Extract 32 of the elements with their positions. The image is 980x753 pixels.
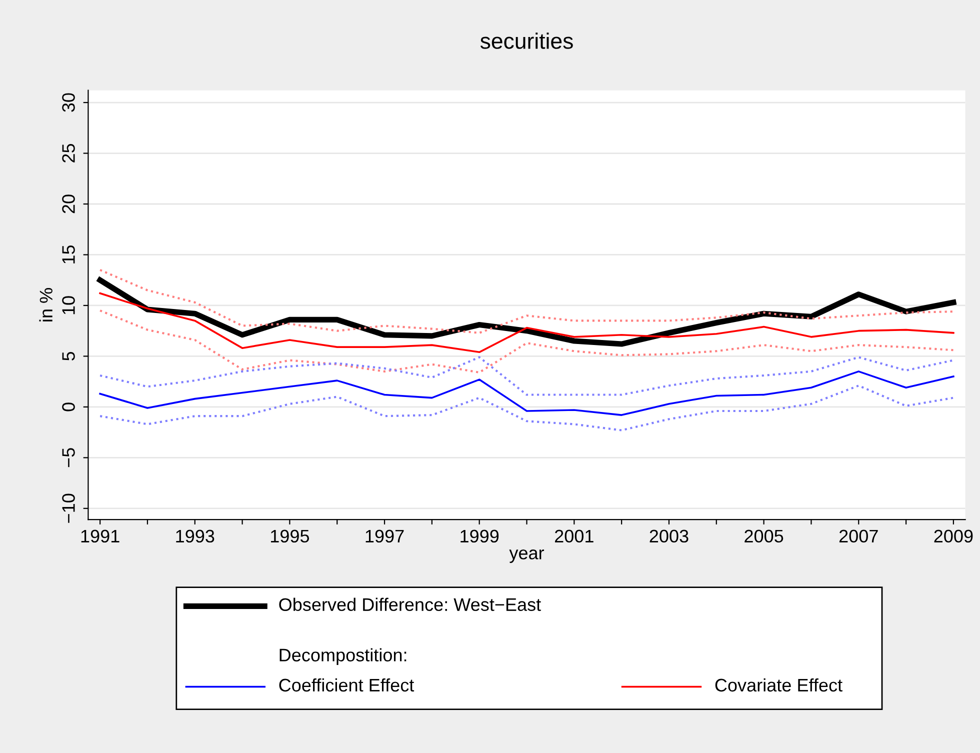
y-tick-label: 10 <box>62 296 75 314</box>
y-tick-label: 30 <box>62 93 75 112</box>
x-tick-label: 1999 <box>460 530 499 543</box>
legend-label: Coefficient Effect <box>279 678 414 692</box>
y-tick-label: −10 <box>62 494 75 523</box>
x-axis-title: year <box>509 549 544 563</box>
y-tick-label: 5 <box>62 352 75 361</box>
x-tick-label: 2007 <box>839 530 878 543</box>
y-tick-label: 15 <box>62 245 75 264</box>
y-axis-title: in % <box>39 288 52 322</box>
y-tick-label: 20 <box>62 194 75 214</box>
x-tick-label: 2005 <box>744 530 784 543</box>
y-tick-label: 0 <box>62 402 75 412</box>
legend-label: Covariate Effect <box>715 678 842 692</box>
y-tick-label: −5 <box>62 448 75 468</box>
y-tick-label: 25 <box>62 144 75 162</box>
chart-title: securities <box>480 32 573 49</box>
line-series <box>99 356 954 396</box>
line-series <box>99 268 954 334</box>
text: Decompostition: <box>280 648 406 666</box>
line-series <box>99 384 954 432</box>
x-tick-label: 1993 <box>176 530 214 543</box>
x-tick-label: 2001 <box>554 530 594 543</box>
x-tick-label: 1991 <box>81 530 120 543</box>
x-tick-label: 1997 <box>366 530 404 543</box>
line-series <box>99 310 954 374</box>
x-tick-label: 1995 <box>270 530 310 543</box>
line-series <box>99 292 954 354</box>
line-series <box>99 370 954 416</box>
x-tick-label: 2003 <box>650 530 688 543</box>
x-tick-label: 2009 <box>934 530 973 543</box>
legend-label: Observed Difference: West−East <box>279 598 541 612</box>
